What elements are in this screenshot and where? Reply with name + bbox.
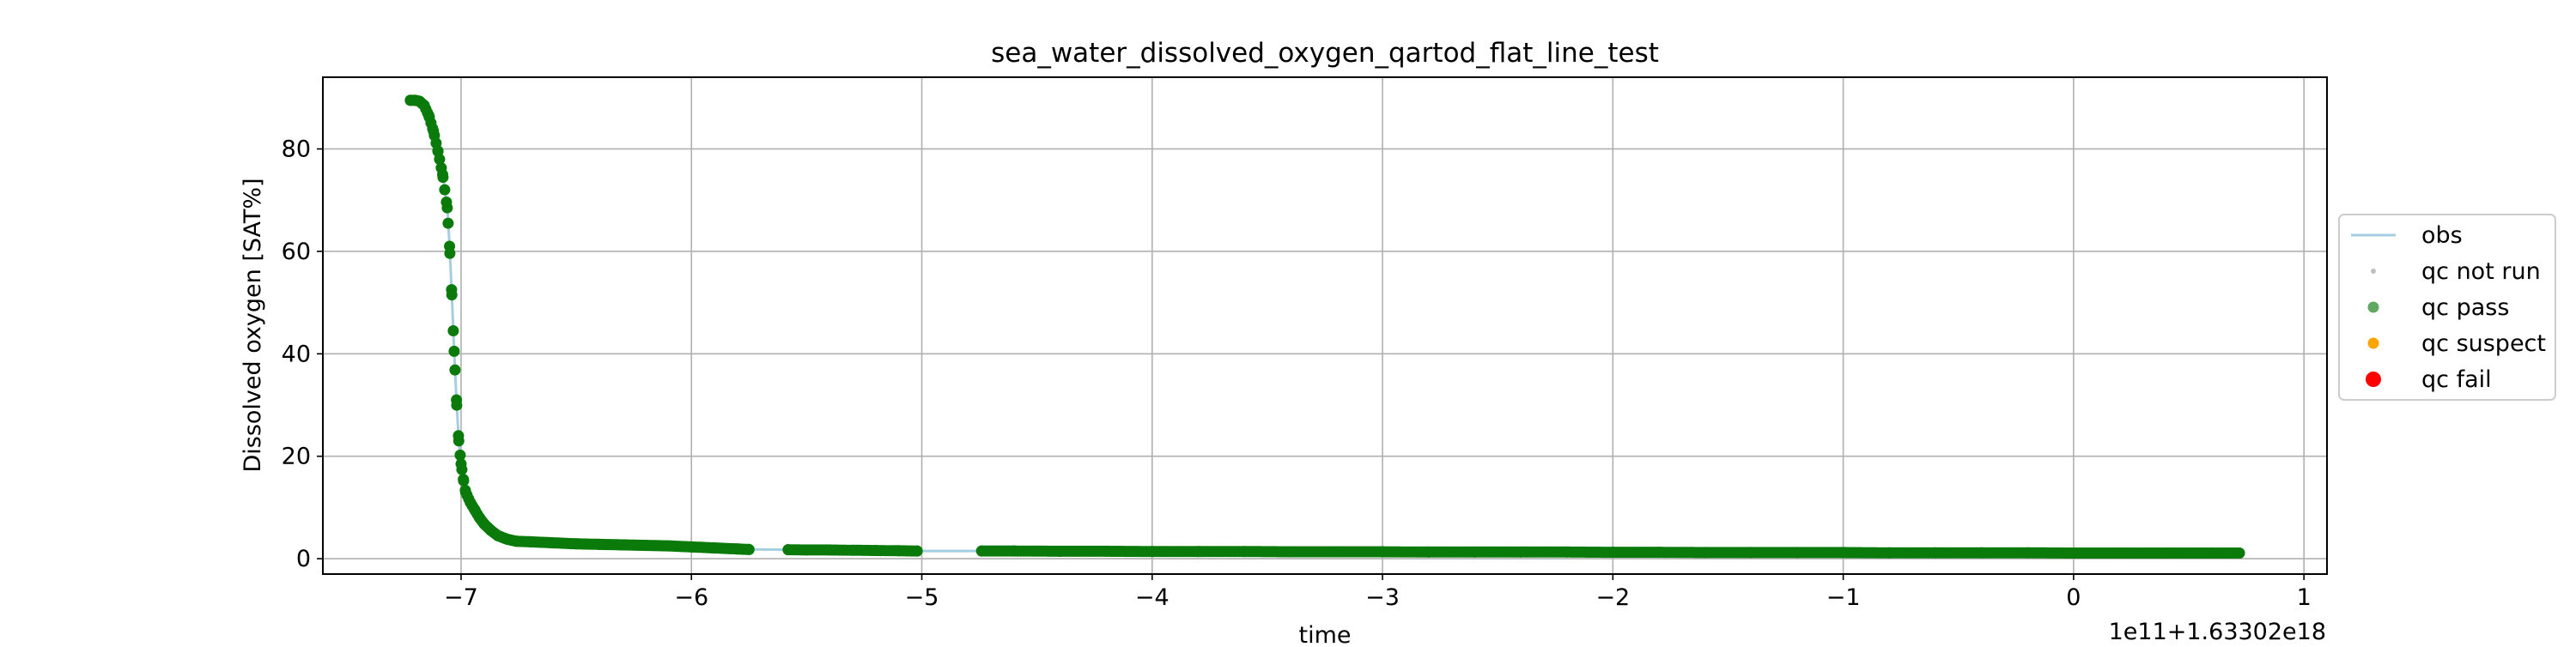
x-axis-label: time <box>1298 622 1351 644</box>
x-tick-label: −5 <box>905 584 939 611</box>
qc-pass-point <box>2233 547 2245 559</box>
qc-pass-point <box>437 172 449 184</box>
series-layer <box>404 94 2245 559</box>
qc-pass-point <box>453 430 465 442</box>
legend-label: qc fail <box>2421 366 2492 393</box>
x-axis-offset-label: 1e11+1.63302e18 <box>2109 619 2326 644</box>
qc-pass-point <box>911 545 923 557</box>
y-tick-label: 40 <box>282 341 311 367</box>
qc-pass-point <box>440 197 453 208</box>
qc-pass-point <box>447 325 459 336</box>
qc-pass-point <box>442 217 454 229</box>
legend-label: qc suspect <box>2421 330 2546 357</box>
x-tick-label: −6 <box>674 584 708 611</box>
qc-pass-point <box>434 154 446 166</box>
qc-pass-point <box>458 475 470 487</box>
y-tick-label: 80 <box>282 136 311 163</box>
y-tick-label: 0 <box>296 546 311 572</box>
legend-swatch-qc-pass <box>2367 301 2379 313</box>
qc-pass-point <box>743 543 755 555</box>
qc-pass-point <box>435 162 447 174</box>
grid <box>323 77 2327 574</box>
qc-pass-point <box>449 364 461 376</box>
qc-pass-point <box>444 247 456 259</box>
x-tick-label: 0 <box>2066 584 2081 611</box>
x-tick-label: 1 <box>2297 584 2312 611</box>
legend-swatch-qc-suspect <box>2367 337 2379 349</box>
qc-pass-point <box>439 184 451 196</box>
x-tick-label: −3 <box>1365 584 1400 611</box>
qc-pass-point <box>432 145 444 157</box>
x-tick-label: −2 <box>1595 584 1630 611</box>
qc-pass-point <box>454 449 466 461</box>
qc-pass-point <box>456 463 468 475</box>
legend-label: qc not run <box>2421 258 2541 285</box>
legend-swatch-qc-fail <box>2366 372 2381 387</box>
y-tick-label: 60 <box>282 239 311 265</box>
qc-pass-point <box>451 399 463 411</box>
legend-swatch-qc-not-run <box>2371 269 2376 274</box>
y-tick-label: 20 <box>282 444 311 470</box>
qc-pass-point <box>448 345 460 357</box>
x-tick-label: −1 <box>1826 584 1861 611</box>
x-tick-label: −7 <box>444 584 478 611</box>
legend-box <box>2338 214 2556 401</box>
legend: obs qc not run qc pass qc suspect qc fail <box>2338 214 2556 401</box>
qc-pass-point <box>446 284 458 296</box>
legend-label: obs <box>2421 222 2463 249</box>
x-tick-label: −4 <box>1135 584 1170 611</box>
chart-title: sea_water_dissolved_oxygen_qartod_flat_l… <box>991 38 1659 69</box>
plot-area-frame <box>322 76 2328 575</box>
legend-label: qc pass <box>2421 294 2509 321</box>
y-axis-label: Dissolved oxygen [SAT%] <box>240 178 266 472</box>
